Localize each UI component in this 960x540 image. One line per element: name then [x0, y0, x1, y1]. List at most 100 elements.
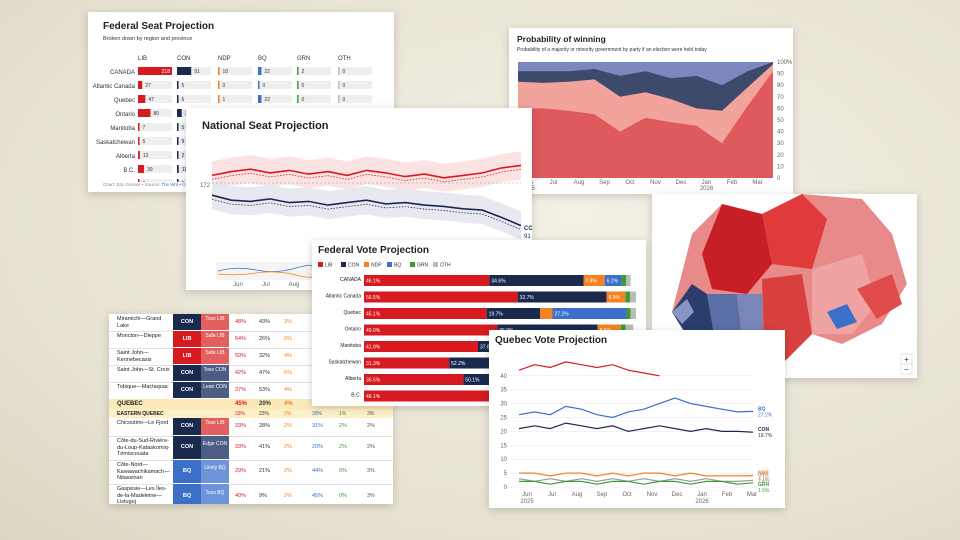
seat-bar	[177, 95, 179, 103]
quebec-end-value: 19.7%	[758, 433, 773, 439]
riding-vote-share: 29%	[235, 468, 247, 474]
riding-vote-share: 2%	[339, 423, 347, 429]
vote-legend-label: OTH	[440, 263, 451, 269]
national-mini-line-ndp	[217, 271, 314, 278]
seat-bar	[138, 109, 151, 117]
seat-value: 0	[302, 83, 305, 89]
riding-row[interactable]: Miramichi—Grand Lake CON Toss LIB 48% 43% 3%	[109, 314, 393, 332]
seat-value: 2	[182, 153, 185, 159]
vote-row-label: Atlantic Canada	[326, 294, 362, 300]
seat-value: 0	[343, 69, 346, 75]
riding-row[interactable]: Moncton—Dieppe LIB Safe LIB 64% 26% 6%	[109, 331, 393, 349]
eastern-quebec-share: 39%	[312, 410, 323, 417]
vote-row-label: Ontario	[345, 327, 362, 333]
vote-row-label: Alberta	[345, 376, 361, 382]
probability-x-tick: Aug	[574, 180, 585, 186]
seat-cell-bg	[297, 81, 331, 89]
riding-status-badge: Safe LIB	[201, 331, 229, 347]
eastern-quebec-row: EASTERN QUEBEC 33% 23% 2% 39% 1% 3%	[109, 409, 393, 418]
riding-vote-share: 2%	[284, 493, 292, 499]
vote-bar-oth	[630, 291, 636, 303]
riding-vote-share: 47%	[259, 369, 271, 376]
riding-vote-share: 41%	[259, 444, 271, 450]
national-line-con	[211, 194, 522, 227]
probability-y-tick: 50	[777, 118, 784, 124]
riding-vote-share: 45%	[312, 493, 324, 499]
vote-bar-label: 32.7%	[520, 295, 535, 301]
riding-vote-share: 28%	[259, 423, 271, 429]
riding-row[interactable]: Saint John—Kennebecasis LIB Safe LIB 59% 32%…	[109, 348, 393, 366]
probability-y-tick: 100%	[777, 60, 793, 66]
seat-value: 11	[182, 167, 187, 173]
seat-bar	[218, 95, 220, 103]
seat-cell-bg	[338, 67, 372, 75]
seat-cell-bg	[138, 151, 172, 159]
quebec-x-tick: Aug	[572, 492, 583, 498]
quebec-end-party: GRN	[758, 482, 770, 488]
seat-row-label: Quebec	[114, 98, 135, 104]
seat-col-header: GRN	[297, 56, 310, 62]
quebec-line-bq	[518, 397, 754, 419]
vote-bar-grn	[621, 275, 627, 286]
vote-bar-con	[489, 275, 584, 286]
probability-y-tick: 40	[777, 130, 784, 136]
riding-row[interactable]: Chicoutimi—Le Fjord CON Toss LIB 33% 28% 2% 31…	[109, 418, 393, 437]
riding-row[interactable]: Côte-Nord—Kawawachikamach—Nitassinan BQ Li…	[109, 460, 393, 485]
seat-row-label: Atlantic Canada	[93, 84, 136, 90]
quebec-y-tick: 25	[500, 416, 507, 422]
vote-legend-label: CON	[348, 263, 360, 269]
eastern-quebec-share: 1%	[339, 410, 347, 417]
seat-bar	[138, 81, 143, 89]
quebec-end-party: NDP	[758, 471, 769, 477]
seat-value: 91	[194, 69, 200, 75]
vote-bar-label: 19.7%	[489, 312, 504, 318]
vote-row-label: Saskatchewan	[328, 360, 361, 366]
riding-row[interactable]: Gaspésie—Les Îles-de-la-Madeleine—Listug…	[109, 484, 393, 504]
riding-name: Tobique—Mactaquac	[117, 384, 169, 390]
zoom-out-icon: −	[904, 365, 909, 374]
national-band-lib	[212, 151, 521, 192]
eastern-quebec-share: 2%	[284, 410, 292, 417]
seat-value: 5	[182, 125, 185, 131]
seat-value: 9	[182, 139, 185, 145]
seat-card-footer-link[interactable]: The Writ • Get the	[161, 182, 198, 187]
probability-x-tick: Oct	[625, 180, 635, 186]
seat-row-label: Saskatchewan	[96, 140, 135, 146]
seat-row-label: CANADA	[110, 70, 135, 76]
eastern-quebec-share: 33%	[235, 410, 246, 417]
quebec-end-value: 2.4%	[758, 478, 770, 484]
seat-bar	[218, 81, 220, 89]
seat-col-header: CON	[177, 56, 190, 62]
map-regions	[672, 194, 907, 364]
vote-bar-label: 49.0%	[366, 328, 381, 334]
vote-bar-lib	[364, 357, 450, 369]
probability-x-tick: Mar	[752, 180, 762, 186]
riding-vote-share: 2%	[284, 468, 292, 474]
riding-party-badge: CON	[173, 418, 201, 435]
vote-legend-swatch	[318, 262, 323, 267]
vote-bar-label: 6.9%	[609, 295, 621, 301]
seat-col-header: LIB	[138, 56, 147, 62]
zoom-out-button[interactable]	[900, 363, 913, 375]
vote-bar-label: 34.6%	[491, 279, 506, 285]
seat-cell-bg	[297, 67, 331, 75]
riding-party-badge: LIB	[173, 331, 201, 347]
riding-vote-share: 3%	[367, 493, 375, 499]
riding-row[interactable]: Côte-du-Sud-Rivière-du-Loup-Kataskomiq-T…	[109, 436, 393, 461]
seat-value: 2	[302, 69, 305, 75]
probability-y-tick: 10	[777, 164, 784, 170]
quebec-region-label: QUEBEC	[117, 401, 143, 407]
riding-vote-share: 4%	[284, 352, 292, 359]
riding-row[interactable]: Saint John—St. Croix CON Toss CON 42% 47% 6%	[109, 365, 393, 383]
seat-row-label: Manitoba	[110, 126, 135, 132]
national-left-label: 172	[200, 183, 211, 189]
vote-bar-label: 6.2%	[607, 279, 619, 285]
riding-vote-share: 32%	[259, 352, 271, 359]
vote-bar-bq	[604, 275, 622, 286]
seat-cell-bg	[138, 179, 172, 182]
vote-bar-label: 52.2%	[451, 361, 466, 367]
probability-subtitle: Probability of a majority or minority go…	[517, 47, 707, 53]
canada-riding-map[interactable]: + −	[652, 194, 917, 378]
seat-bar	[138, 67, 172, 75]
